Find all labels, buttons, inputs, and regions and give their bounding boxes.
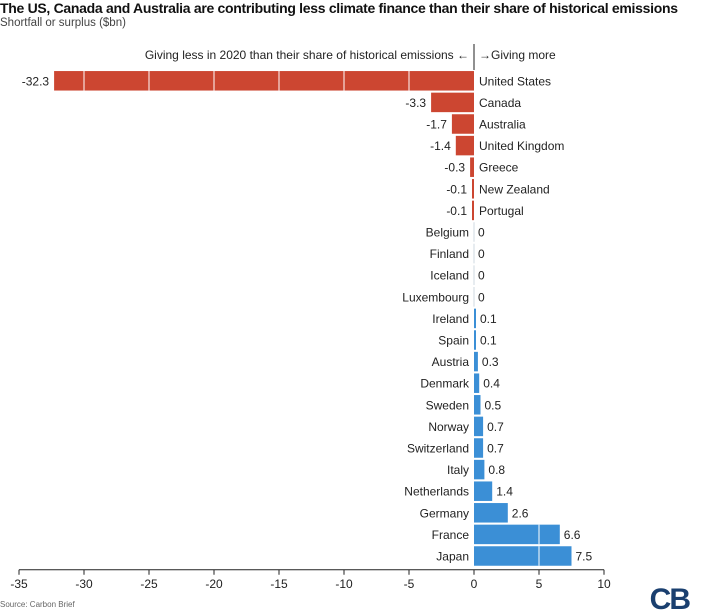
category-label: Greece: [479, 161, 519, 175]
value-label: 0.1: [480, 334, 497, 348]
value-label: 0.1: [480, 312, 497, 326]
bar: [431, 92, 474, 113]
category-label: Luxembourg: [402, 290, 469, 304]
value-label: 0.4: [483, 377, 500, 391]
value-label: 1.4: [496, 485, 513, 499]
x-tick-label: -10: [335, 577, 353, 591]
value-label: 0.5: [485, 398, 502, 412]
value-label: 0: [478, 247, 485, 261]
category-label: Portugal: [479, 204, 524, 218]
bar: [474, 308, 476, 329]
category-label: Switzerland: [407, 442, 469, 456]
bar: [474, 546, 572, 566]
category-label: Canada: [479, 96, 521, 110]
bar: [472, 179, 474, 199]
bar: [472, 200, 474, 221]
category-label: Netherlands: [404, 485, 469, 499]
category-label: Italy: [447, 463, 469, 477]
value-label: 2.6: [512, 506, 529, 520]
bar: [474, 481, 493, 501]
value-label: -0.1: [446, 204, 467, 218]
value-label: 0: [478, 226, 485, 240]
x-tick-label: 5: [536, 577, 543, 591]
value-label: 0.8: [488, 463, 505, 477]
x-tick-label: -25: [140, 577, 158, 591]
chart-title: The US, Canada and Australia are contrib…: [0, 0, 678, 16]
value-label: -3.3: [405, 96, 426, 110]
category-label: Belgium: [426, 226, 469, 240]
value-label: 0.3: [482, 355, 499, 369]
category-label: United States: [479, 74, 551, 88]
category-label: Ireland: [432, 312, 469, 326]
value-label: 6.6: [564, 528, 581, 542]
category-label: Denmark: [420, 377, 470, 391]
category-label: Finland: [430, 247, 469, 261]
category-label: Germany: [420, 506, 469, 520]
x-tick-label: -20: [205, 577, 223, 591]
bar: [474, 416, 484, 437]
chart-subtitle: Shortfall or surplus ($bn): [0, 17, 126, 29]
category-label: Sweden: [426, 398, 469, 412]
value-label: 0: [478, 269, 485, 283]
value-label: -1.7: [426, 118, 447, 132]
value-label: 0.7: [487, 442, 504, 456]
bar: [474, 503, 508, 523]
value-label: -1.4: [430, 139, 451, 153]
bar: [455, 135, 474, 156]
category-label: Spain: [438, 334, 469, 348]
x-tick-label: -30: [75, 577, 93, 591]
category-label: New Zealand: [479, 182, 550, 196]
bar: [474, 438, 484, 458]
x-tick-label: -15: [270, 577, 288, 591]
category-label: Austria: [432, 355, 470, 369]
bar-chart: Giving less in 2020 than their share of …: [10, 44, 611, 591]
category-label: Norway: [428, 420, 469, 434]
bar: [54, 71, 474, 91]
annotation-giving-more: →Giving more: [479, 48, 556, 62]
x-tick-label: 10: [597, 577, 611, 591]
value-label: -0.3: [444, 161, 465, 175]
annotation-giving-less: Giving less in 2020 than their share of …: [145, 48, 469, 62]
bar: [474, 524, 560, 545]
source-note: Source: Carbon Brief: [0, 600, 75, 609]
category-label: Japan: [436, 550, 469, 564]
category-label: Iceland: [430, 269, 469, 283]
x-tick-label: -5: [404, 577, 415, 591]
category-label: France: [432, 528, 470, 542]
value-label: 7.5: [576, 550, 593, 564]
category-label: United Kingdom: [479, 139, 564, 153]
x-tick-label: 0: [471, 577, 478, 591]
value-label: -32.3: [22, 74, 50, 88]
bar: [474, 395, 481, 415]
value-label: 0.7: [487, 420, 504, 434]
value-label: -0.1: [446, 182, 467, 196]
carbon-brief-logo: CB: [649, 583, 691, 616]
x-tick-label: -35: [10, 577, 28, 591]
bar: [474, 373, 480, 393]
bar: [451, 114, 474, 134]
category-label: Australia: [479, 118, 526, 132]
value-label: 0: [478, 290, 485, 304]
bar: [474, 330, 476, 350]
bar: [474, 459, 485, 480]
bar: [470, 157, 474, 177]
bar: [474, 351, 478, 372]
